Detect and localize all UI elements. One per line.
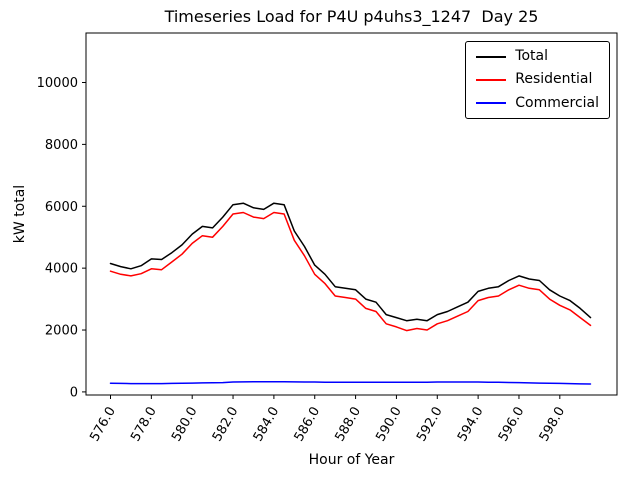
x-tick-label: 584.0	[251, 405, 283, 445]
y-tick-label: 10000	[37, 76, 78, 91]
legend-entry-commercial: Commercial	[476, 94, 599, 111]
x-tick-label: 590.0	[373, 405, 405, 445]
series-line-commercial	[109, 380, 592, 385]
y-axis-label: kW total	[12, 184, 28, 244]
legend-label: Commercial	[515, 94, 599, 111]
legend: Total Residential Commercial	[465, 41, 610, 120]
x-tick-label: 586.0	[292, 405, 324, 445]
series-line-residential	[109, 211, 592, 332]
y-tick-label: 6000	[45, 200, 78, 215]
x-tick-label: 588.0	[332, 405, 364, 445]
x-tick-label: 578.0	[128, 405, 160, 445]
x-tick-label: 598.0	[537, 405, 569, 445]
y-tick-label: 2000	[45, 324, 78, 339]
x-tick-label: 596.0	[496, 405, 528, 445]
legend-line-swatch	[476, 55, 507, 58]
legend-line-swatch	[476, 102, 507, 105]
legend-label: Residential	[515, 71, 593, 88]
legend-entry-total: Total	[476, 48, 599, 64]
legend-line-swatch	[476, 79, 507, 82]
x-axis-label: Hour of Year	[308, 452, 395, 468]
chart-title: Timeseries Load for P4U p4uhs3_1247 Day …	[164, 7, 539, 26]
legend-label: Total	[515, 48, 548, 64]
y-tick-label: 0	[70, 385, 78, 400]
y-tick-label: 8000	[45, 138, 78, 153]
x-tick-label: 594.0	[455, 404, 487, 444]
series-line-total	[109, 202, 592, 322]
axes-frame	[85, 32, 618, 396]
x-tick-label: 576.0	[87, 405, 119, 445]
x-tick-label: 580.0	[169, 405, 201, 445]
y-tick-label: 4000	[45, 262, 78, 277]
x-tick-label: 592.0	[414, 405, 446, 445]
legend-entry-residential: Residential	[476, 71, 599, 88]
x-tick-label: 582.0	[210, 405, 242, 445]
